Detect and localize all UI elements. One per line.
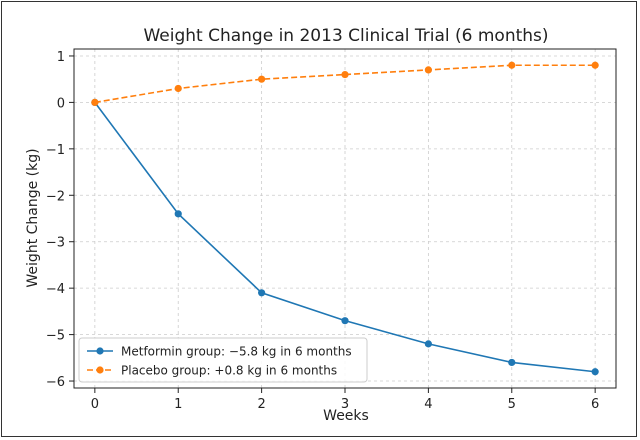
plot-area-border (73, 48, 617, 389)
data-point (174, 84, 182, 93)
legend-entry-label: Placebo group: +0.8 kg in 6 months (121, 364, 337, 378)
series-line-1 (94, 64, 596, 104)
data-point (258, 75, 266, 83)
y-tick-label: −1 (46, 143, 65, 158)
x-tick-label: 2 (257, 397, 265, 412)
x-axis-label: Weeks (323, 408, 369, 424)
x-tick-label: 6 (591, 397, 599, 412)
chart-title: Weight Change in 2013 Clinical Trial (6 … (143, 26, 548, 46)
y-tick-label: −4 (46, 282, 65, 297)
y-tick-label: 1 (57, 50, 65, 65)
legend-box (78, 337, 368, 383)
x-tick-label: 1 (174, 397, 182, 412)
x-tick-label: 3 (341, 397, 349, 412)
data-point (91, 98, 99, 107)
x-tick-label: 5 (508, 397, 516, 412)
data-point (591, 368, 599, 376)
series-group (91, 61, 599, 376)
y-tick-label: 0 (57, 96, 65, 111)
y-tick-label: −6 (46, 375, 65, 390)
legend-entry-label: Metformin group: −5.8 kg in 6 months (121, 345, 352, 359)
data-point (424, 340, 432, 348)
y-tick-label: −2 (46, 189, 65, 204)
data-point (341, 70, 349, 79)
y-tick-label: −3 (46, 236, 65, 251)
data-point (174, 210, 182, 218)
legend-swatch-marker (96, 347, 104, 355)
data-point (508, 358, 516, 367)
x-tick-label: 4 (424, 397, 432, 412)
data-point (341, 317, 349, 325)
data-point (508, 61, 516, 69)
x-tick-label: 0 (91, 397, 99, 412)
grid-lines (74, 49, 616, 388)
data-point (258, 289, 266, 297)
legend: Metformin group: −5.8 kg in 6 months Plac… (78, 337, 368, 383)
legend-swatch-marker (96, 366, 104, 374)
data-point (591, 61, 599, 69)
line-chart: Weight Change in 2013 Clinical Trial (6 … (25, 26, 617, 424)
data-point (424, 66, 432, 74)
axis-ticks: 0 1 2 3 4 5 6 1 0 −1 −2 −3 −4 −5 −6 (46, 50, 599, 412)
y-tick-label: −5 (46, 329, 65, 344)
y-axis-label: Weight Change (kg) (25, 148, 41, 287)
